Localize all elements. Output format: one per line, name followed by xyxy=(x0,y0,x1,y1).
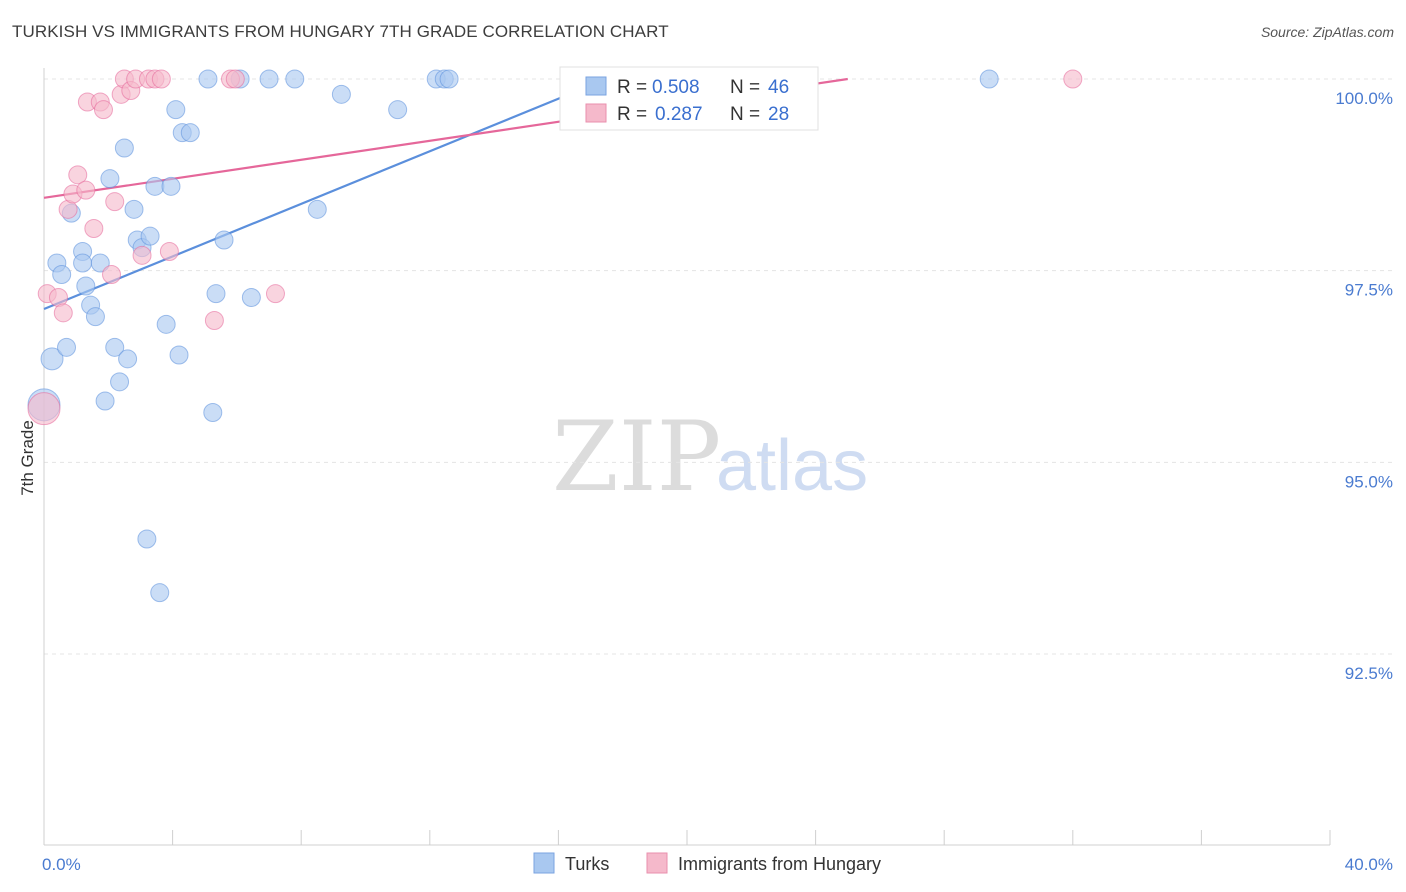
stats-swatch-hungary xyxy=(585,103,607,123)
point-hungary xyxy=(76,180,96,200)
point-turks xyxy=(73,253,93,273)
point-turks xyxy=(95,391,115,411)
y-tick-labels: 100.0% 97.5% 95.0% 92.5% xyxy=(1335,89,1393,683)
watermark-atlas: atlas xyxy=(716,426,868,506)
y-tick-label: 92.5% xyxy=(1345,664,1393,683)
point-hungary xyxy=(132,245,152,265)
point-hungary xyxy=(68,165,88,185)
stats-n-value-turks: 46 xyxy=(768,77,789,98)
stats-swatch-turks xyxy=(585,76,607,96)
x-tick-label: 40.0% xyxy=(1345,855,1393,874)
trend-line-turks xyxy=(43,77,608,311)
point-turks xyxy=(206,284,226,304)
point-turks xyxy=(307,199,327,219)
stats-r-value-turks: 0.508 xyxy=(652,77,700,98)
x-minor-ticks xyxy=(43,830,1331,845)
x-tick-labels: 0.0% 40.0% xyxy=(42,855,1393,874)
point-turks xyxy=(85,307,105,327)
point-turks xyxy=(137,529,157,549)
stats-n-label-hungary: N = xyxy=(730,104,760,125)
point-hungary xyxy=(93,100,113,120)
point-hungary xyxy=(53,303,73,323)
point-turks xyxy=(90,253,110,273)
stats-n-value-hungary: 28 xyxy=(768,104,789,125)
stats-r-label-turks: R = xyxy=(617,77,647,98)
point-hungary xyxy=(1063,69,1083,89)
point-turks xyxy=(145,176,165,196)
points-layer xyxy=(27,69,1083,603)
point-turks xyxy=(57,337,77,357)
point-hungary xyxy=(151,69,171,89)
point-turks xyxy=(124,199,144,219)
point-turks xyxy=(150,583,170,603)
point-hungary xyxy=(159,242,179,261)
point-hungary xyxy=(27,392,61,426)
point-hungary xyxy=(225,69,245,89)
point-turks xyxy=(203,403,223,422)
point-turks xyxy=(105,337,125,357)
point-turks xyxy=(140,226,160,246)
point-turks xyxy=(331,84,351,104)
point-turks xyxy=(979,69,999,89)
point-turks xyxy=(180,123,200,143)
point-turks xyxy=(214,230,234,250)
point-turks xyxy=(241,288,261,307)
y-tick-label: 100.0% xyxy=(1335,89,1393,108)
point-hungary xyxy=(204,311,224,330)
chart-title: TURKISH VS IMMIGRANTS FROM HUNGARY 7TH G… xyxy=(12,22,669,41)
point-turks xyxy=(439,69,459,89)
legend-label-hungary: Immigrants from Hungary xyxy=(678,854,881,874)
point-hungary xyxy=(102,265,122,284)
legend-swatch-turks xyxy=(533,852,555,874)
x-tick-label: 0.0% xyxy=(42,855,81,874)
legend-label-turks: Turks xyxy=(565,854,609,874)
legend: Turks Immigrants from Hungary xyxy=(533,852,881,874)
stats-r-label-hungary: R = xyxy=(617,104,647,125)
legend-swatch-hungary xyxy=(646,852,668,874)
stats-box: R = 0.508 N = 46 R = 0.287 N = 28 xyxy=(559,66,819,131)
point-turks xyxy=(100,169,120,189)
point-turks xyxy=(285,69,305,89)
point-turks xyxy=(388,100,408,120)
stats-r-value-hungary: 0.287 xyxy=(655,104,703,125)
y-tick-label: 95.0% xyxy=(1345,472,1393,491)
point-turks xyxy=(110,372,130,392)
point-turks xyxy=(118,349,138,369)
watermark-zip: ZIP xyxy=(552,401,721,513)
point-hungary xyxy=(105,192,125,212)
point-turks xyxy=(166,100,186,120)
gridlines xyxy=(44,78,1392,655)
point-turks xyxy=(156,314,176,334)
point-hungary xyxy=(84,219,104,238)
point-turks xyxy=(40,347,64,371)
point-turks xyxy=(52,265,72,284)
stats-n-label-turks: N = xyxy=(730,77,760,98)
point-turks xyxy=(259,69,279,89)
y-axis-title: 7th Grade xyxy=(18,420,37,496)
point-turks xyxy=(169,345,189,365)
source-credit: Source: ZipAtlas.com xyxy=(1260,24,1394,40)
point-turks xyxy=(114,138,134,158)
point-turks xyxy=(161,176,181,196)
y-tick-label: 97.5% xyxy=(1345,281,1393,300)
point-hungary xyxy=(265,284,285,304)
point-turks xyxy=(76,276,96,296)
point-turks xyxy=(198,69,218,89)
